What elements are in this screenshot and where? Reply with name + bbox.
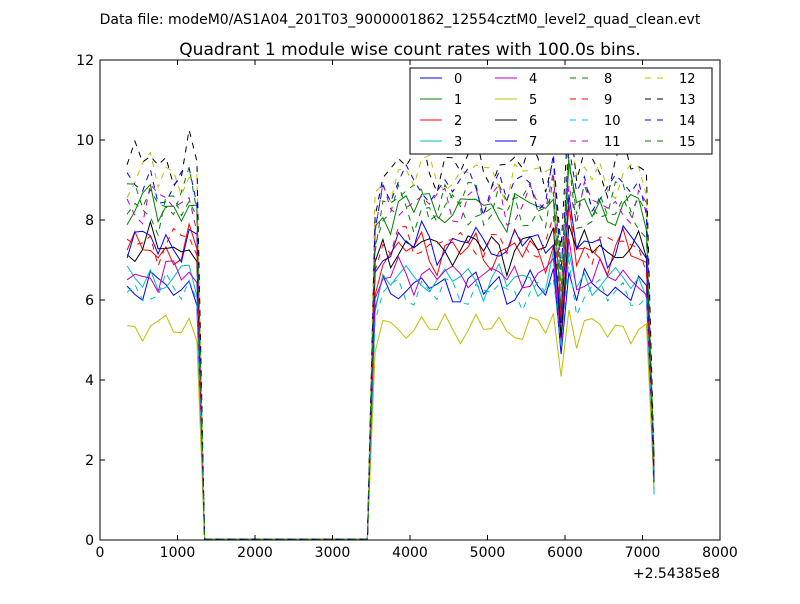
legend-label-7: 7: [529, 135, 537, 150]
x-tick-label: 2000: [237, 545, 273, 561]
legend-label-4: 4: [529, 72, 537, 87]
x-tick-label: 4000: [392, 545, 428, 561]
chart-suptitle: Data file: modeM0/AS1A04_201T03_90000018…: [100, 12, 701, 28]
x-tick-label: 7000: [625, 545, 661, 561]
x-tick-label: 5000: [470, 545, 506, 561]
series-line-14: [126, 146, 655, 540]
chart-title: Quadrant 1 module wise count rates with …: [179, 40, 640, 60]
legend-label-13: 13: [679, 93, 696, 108]
y-tick-label: 8: [85, 213, 94, 229]
legend-label-2: 2: [454, 114, 462, 129]
legend-box: [409, 67, 713, 155]
legend-label-14: 14: [679, 114, 696, 129]
legend-label-15: 15: [679, 135, 696, 150]
x-tick-label: 8000: [702, 545, 738, 561]
y-tick-label: 2: [85, 453, 94, 469]
legend-label-10: 10: [604, 114, 621, 129]
x-offset-label: +2.54385e8: [633, 566, 720, 582]
legend-label-3: 3: [454, 135, 462, 150]
legend-label-5: 5: [529, 93, 537, 108]
legend-label-12: 12: [679, 72, 696, 87]
legend-label-9: 9: [604, 93, 612, 108]
legend-label-6: 6: [529, 114, 537, 129]
legend-label-0: 0: [454, 72, 462, 87]
legend-label-1: 1: [454, 93, 462, 108]
x-tick-label: 6000: [547, 545, 583, 561]
x-tick-label: 3000: [315, 545, 351, 561]
x-tick-label: 0: [96, 545, 105, 561]
legend-label-8: 8: [604, 72, 612, 87]
y-tick-label: 6: [85, 293, 94, 309]
y-tick-label: 0: [85, 533, 94, 549]
y-tick-label: 4: [85, 373, 94, 389]
series-line-12: [126, 129, 655, 540]
legend-label-11: 11: [604, 135, 621, 150]
y-tick-label: 12: [76, 53, 94, 69]
series-line-9: [126, 204, 655, 540]
y-tick-label: 10: [76, 133, 94, 149]
tick-layer: 0 1000 2000 3000 4000 5000 6000 7000 80000246810…: [76, 53, 738, 561]
x-tick-label: 1000: [160, 545, 196, 561]
